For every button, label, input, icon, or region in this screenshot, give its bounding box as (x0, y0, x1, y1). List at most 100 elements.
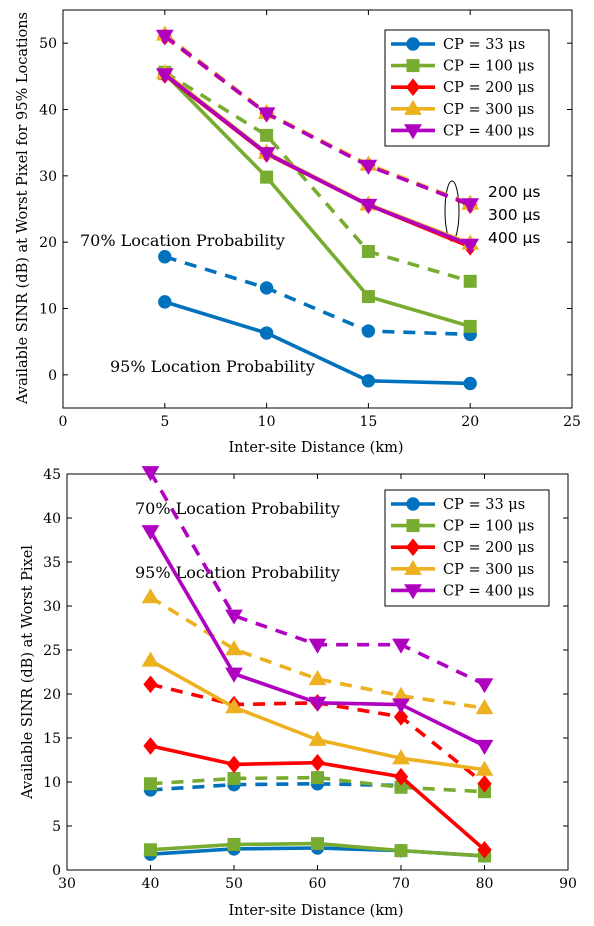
bottom-legend-item: CP = 300 μs (391, 559, 534, 578)
bottom-xtick-label: 40 (142, 876, 160, 892)
bottom-legend-marker (406, 497, 420, 511)
bottom-ytick-label: 35 (43, 555, 61, 571)
bottom-xtick-label: 50 (225, 876, 243, 892)
bottom-legend-label: CP = 300 μs (443, 562, 534, 578)
top-legend-marker (405, 78, 421, 96)
top-point-cp33-dashed (361, 324, 376, 338)
bottom-legend: CP = 33 μs CP = 100 μs CP = 200 μs CP = 300… (384, 489, 550, 607)
bottom-legend-item: CP = 200 μs (391, 538, 534, 556)
top-point-cp400-dashed (359, 159, 378, 175)
bottom-point-cp400-solid (475, 739, 494, 755)
bottom-point-cp200-solid (477, 840, 492, 859)
bottom-legend-item: CP = 33 μs (391, 497, 525, 513)
top-point-cp400-dashed (461, 198, 480, 214)
top-point-cp100-dashed (260, 128, 274, 142)
bottom-ylabel: Available SINR (dB) at Worst Pixel (20, 545, 36, 800)
top-xtick-label: 0 (59, 414, 68, 430)
top-legend-item: CP = 200 μs (391, 78, 534, 96)
top-series-line-cp100-solid (163, 72, 471, 329)
top-point-cp33-solid (463, 376, 477, 391)
top-legend-marker (404, 124, 422, 140)
bottom-xlabel: Inter-site Distance (km) (228, 903, 403, 919)
top-plot-area: 0 5 10 15 20 25 0 10 20 30 40 50 CP = 33 μs CP = 100 … (39, 9, 581, 430)
bottom-legend-label: CP = 400 μs (443, 583, 534, 599)
top-point-cp400-solid (257, 147, 276, 163)
top-ytick-label: 20 (39, 235, 57, 251)
bottom-point-cp300-dashed (475, 699, 494, 715)
top-ytick-label: 30 (39, 169, 57, 185)
top-series-line-cp33-solid (164, 300, 471, 386)
top-point-cp400-solid (461, 238, 480, 254)
top-point-cp400-dashed (257, 107, 276, 123)
bottom-point-cp200-solid (393, 767, 409, 786)
bottom-point-cp400-dashed (141, 466, 160, 482)
top-series-line-cp33-dashed (164, 255, 471, 337)
bottom-point-cp100-solid (227, 837, 241, 851)
top-legend-label: CP = 300 μs (443, 102, 534, 118)
bottom-point-cp300-solid (392, 749, 410, 765)
top-point-cp400-solid (359, 198, 378, 215)
bottom-xtick-label: 80 (476, 876, 494, 892)
bottom-point-cp300-solid (308, 730, 327, 746)
top-side-label-400: 400 μs (488, 229, 540, 247)
bottom-ytick-label: 0 (52, 863, 61, 879)
top-xtick-label: 5 (160, 414, 169, 430)
bottom-point-cp100-dashed (144, 777, 157, 791)
bottom-point-cp400-solid (392, 698, 410, 714)
top-series-line-cp100-dashed (163, 70, 471, 284)
bottom-legend-item: CP = 400 μs (391, 583, 534, 599)
top-point-cp400-dashed (155, 29, 174, 45)
top-legend-marker (406, 59, 420, 73)
bottom-ytick-label: 10 (43, 775, 61, 791)
bottom-ytick-label: 25 (43, 643, 61, 659)
top-side-label-300: 300 μs (488, 206, 540, 224)
top-xtick-label: 20 (461, 414, 479, 430)
bottom-point-cp400-dashed (392, 638, 410, 654)
bottom-point-cp200-dashed (393, 708, 409, 726)
bottom-point-cp200-solid (226, 755, 242, 774)
bottom-series-line-cp300-dashed (149, 595, 485, 710)
top-point-cp33-solid (158, 295, 172, 309)
top-group-ellipse (444, 180, 460, 242)
bottom-point-cp300-dashed (141, 588, 160, 604)
top-xtick-label: 25 (563, 414, 581, 430)
bottom-xtick-label: 70 (392, 876, 410, 892)
top-point-cp33-solid (361, 374, 376, 388)
top-legend-item: CP = 300 μs (391, 99, 534, 118)
top-legend-label: CP = 33 μs (443, 37, 525, 53)
top-point-cp33-dashed (158, 250, 172, 264)
bottom-xtick-label: 60 (309, 876, 327, 892)
bottom-point-cp100-dashed (227, 771, 241, 785)
bottom-point-cp300-solid (225, 698, 243, 714)
bottom-ytick-label: 45 (43, 467, 61, 483)
bottom-point-cp100-solid (144, 843, 157, 857)
bottom-point-cp100-solid (394, 844, 408, 858)
top-legend-label: CP = 200 μs (443, 80, 534, 96)
bottom-ytick-label: 20 (43, 687, 61, 703)
top-legend-item: CP = 100 μs (391, 59, 534, 75)
bottom-point-cp400-dashed (475, 678, 494, 694)
top-chart: Inter-site Distance (km) Available SINR … (15, 12, 540, 456)
bottom-point-cp400-solid (141, 525, 160, 541)
top-xtick-label: 15 (359, 414, 377, 430)
bottom-point-cp400-solid (308, 696, 327, 712)
top-ylabel: Available SINR (dB) at Worst Pixel for 9… (15, 12, 31, 405)
top-ytick-label: 0 (48, 368, 57, 384)
bottom-legend-label: CP = 33 μs (443, 497, 525, 513)
top-point-cp100-solid (361, 290, 375, 304)
top-legend-item: CP = 33 μs (391, 37, 525, 53)
top-legend-marker (404, 99, 422, 115)
bottom-legend-marker (404, 584, 422, 600)
bottom-series-line-cp100-dashed (150, 775, 485, 794)
bottom-legend-marker (406, 519, 420, 533)
bottom-ytick-label: 40 (43, 511, 61, 527)
bottom-ytick-label: 30 (43, 599, 61, 615)
bottom-ytick-label: 5 (52, 819, 61, 835)
top-ytick-label: 10 (39, 302, 57, 318)
bottom-point-cp200-dashed (477, 774, 492, 793)
top-annotation-95: 95% Location Probability (110, 357, 315, 376)
bottom-legend-label: CP = 200 μs (443, 540, 534, 556)
bottom-annotation-95: 95% Location Probability (135, 563, 340, 582)
bottom-point-cp400-dashed (308, 638, 327, 654)
